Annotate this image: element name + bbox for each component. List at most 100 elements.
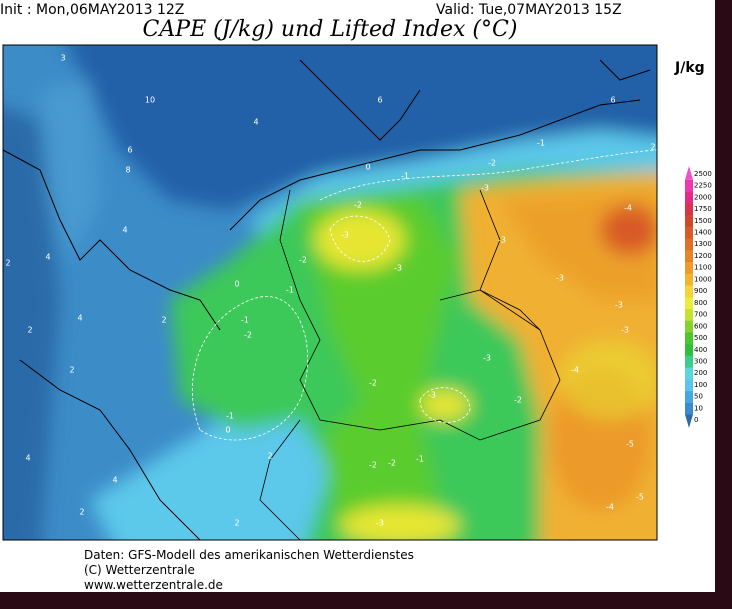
colorbar: 0 10 50 100 200 300 400 500 600 700 800 900 1000 1100…	[685, 166, 712, 428]
colorbar-swatch	[685, 414, 693, 428]
colorbar-swatch	[685, 332, 693, 345]
colorbar-swatch	[685, 390, 693, 403]
colorbar-swatch	[685, 320, 693, 333]
contour-label: 4	[77, 314, 82, 323]
contour-label: 2	[5, 259, 10, 268]
colorbar-tick-label: 1300	[694, 240, 712, 248]
colorbar-tick-label: 50	[694, 393, 703, 401]
colorbar-tick-label: 1400	[694, 229, 712, 237]
contour-label: 2	[267, 452, 272, 461]
contour-label: 2	[69, 366, 74, 375]
coastlines	[3, 59, 651, 540]
colorbar-swatch	[685, 308, 693, 321]
contour-label: -2	[299, 256, 307, 265]
contour-label: 0	[225, 426, 230, 435]
contour-label: -3	[615, 301, 623, 310]
colorbar-tick-label: 2500	[694, 170, 712, 178]
contour-label: 4	[45, 253, 50, 262]
colorbar-swatch	[685, 297, 693, 310]
contour-label: 10	[145, 96, 155, 105]
contour-label: 2	[650, 143, 655, 152]
contour-label: -3	[394, 264, 402, 273]
contour-label: -2	[244, 331, 252, 340]
contour-label: -3	[481, 184, 489, 193]
contour-label: -4	[571, 366, 579, 375]
contour-label: -3	[498, 236, 506, 245]
contour-label: 8	[125, 166, 130, 175]
contour-label: 0	[234, 280, 239, 289]
colorbar-tick-label: 1500	[694, 217, 712, 225]
colorbar-tick-label: 200	[694, 369, 707, 377]
colorbar-tick-label: 1750	[694, 205, 712, 213]
colorbar-swatch	[685, 273, 693, 286]
colorbar-tick-label: 0	[694, 416, 698, 424]
contour-label: 4	[253, 118, 258, 127]
contour-label: -2	[369, 379, 377, 388]
contour-label: 4	[25, 454, 30, 463]
colorbar-swatch	[685, 179, 693, 192]
colorbar-tick-label: 1100	[694, 264, 712, 272]
colorbar-swatch	[685, 379, 693, 392]
colorbar-tick-label: 100	[694, 381, 707, 389]
contour-label: -1	[416, 455, 424, 464]
map-title: CAPE (J/kg) und Lifted Index (°C)	[143, 17, 518, 42]
contour-label: -4	[624, 204, 632, 213]
colorbar-tick-label: 700	[694, 311, 707, 319]
colorbar-tick-label: 1000	[694, 275, 712, 283]
colorbar-tick-label: 2000	[694, 193, 712, 201]
colorbar-swatch	[685, 166, 693, 180]
colorbar-tick-label: 10	[694, 404, 703, 412]
colorbar-tick-label: 400	[694, 346, 707, 354]
colorbar-swatch	[685, 238, 693, 251]
contour-label: -5	[626, 440, 634, 449]
contour-label: 2	[234, 519, 239, 528]
colorbar-swatch	[685, 355, 693, 368]
footer-line: www.wetterzentrale.de	[84, 578, 223, 592]
frame-right	[715, 0, 732, 609]
contour-label: -4	[606, 503, 614, 512]
valid-time: Valid: Tue,07MAY2013 15Z	[436, 2, 622, 18]
contour-label: 6	[127, 146, 132, 155]
contour-label: 6	[610, 96, 615, 105]
colorbar-swatch	[685, 203, 693, 216]
contour-label: 3	[60, 54, 65, 63]
contour-label: -1	[537, 139, 545, 148]
contour-label: -3	[341, 231, 349, 240]
colorbar-swatch	[685, 250, 693, 263]
contour-labels: -3 -2 -3 -3 -2 -1 -1 -3 -3 -4 -3 -3 -3 -2 -3 -2 -4 -5 -5 -4…	[5, 54, 655, 528]
cape-field	[3, 45, 657, 540]
contour-label: -1	[241, 316, 249, 325]
footer-line: Daten: GFS-Modell des amerikanischen Wet…	[84, 548, 414, 562]
colorbar-tick-label: 2250	[694, 182, 712, 190]
contour-label: 2	[79, 508, 84, 517]
map: -3 -2 -3 -3 -2 -1 -1 -3 -3 -4 -3 -3 -3 -2 -3 -2 -4 -5 -5 -4…	[3, 45, 657, 540]
contour-label: 2	[161, 316, 166, 325]
contour-label: -2	[354, 201, 362, 210]
colorbar-tick-label: 500	[694, 334, 707, 342]
colorbar-swatch	[685, 367, 693, 380]
contour-label: -1	[226, 412, 234, 421]
contour-label: -2	[369, 461, 377, 470]
colorbar-unit: J/kg	[674, 60, 705, 76]
map-frame	[2, 44, 658, 541]
contour-label: -3	[483, 354, 491, 363]
colorbar-tick-label: 1200	[694, 252, 712, 260]
contour-label: 6	[377, 96, 382, 105]
contour-label: -1	[286, 286, 294, 295]
contour-label: -5	[636, 493, 644, 502]
contour-label: -3	[556, 274, 564, 283]
colorbar-tick-label: 300	[694, 358, 707, 366]
colorbar-swatch	[685, 214, 693, 227]
frame-bottom	[0, 592, 732, 609]
contour-label: 4	[112, 476, 117, 485]
contour-label: -2	[388, 459, 396, 468]
colorbar-swatch	[685, 261, 693, 274]
colorbar-swatch	[685, 402, 693, 415]
colorbar-swatch	[685, 343, 693, 356]
init-time: Init : Mon,06MAY2013 12Z	[0, 2, 184, 18]
contour-label: -2	[488, 159, 496, 168]
contour-label: -3	[621, 326, 629, 335]
borders	[259, 189, 561, 540]
lifted-index-contours	[192, 149, 657, 441]
